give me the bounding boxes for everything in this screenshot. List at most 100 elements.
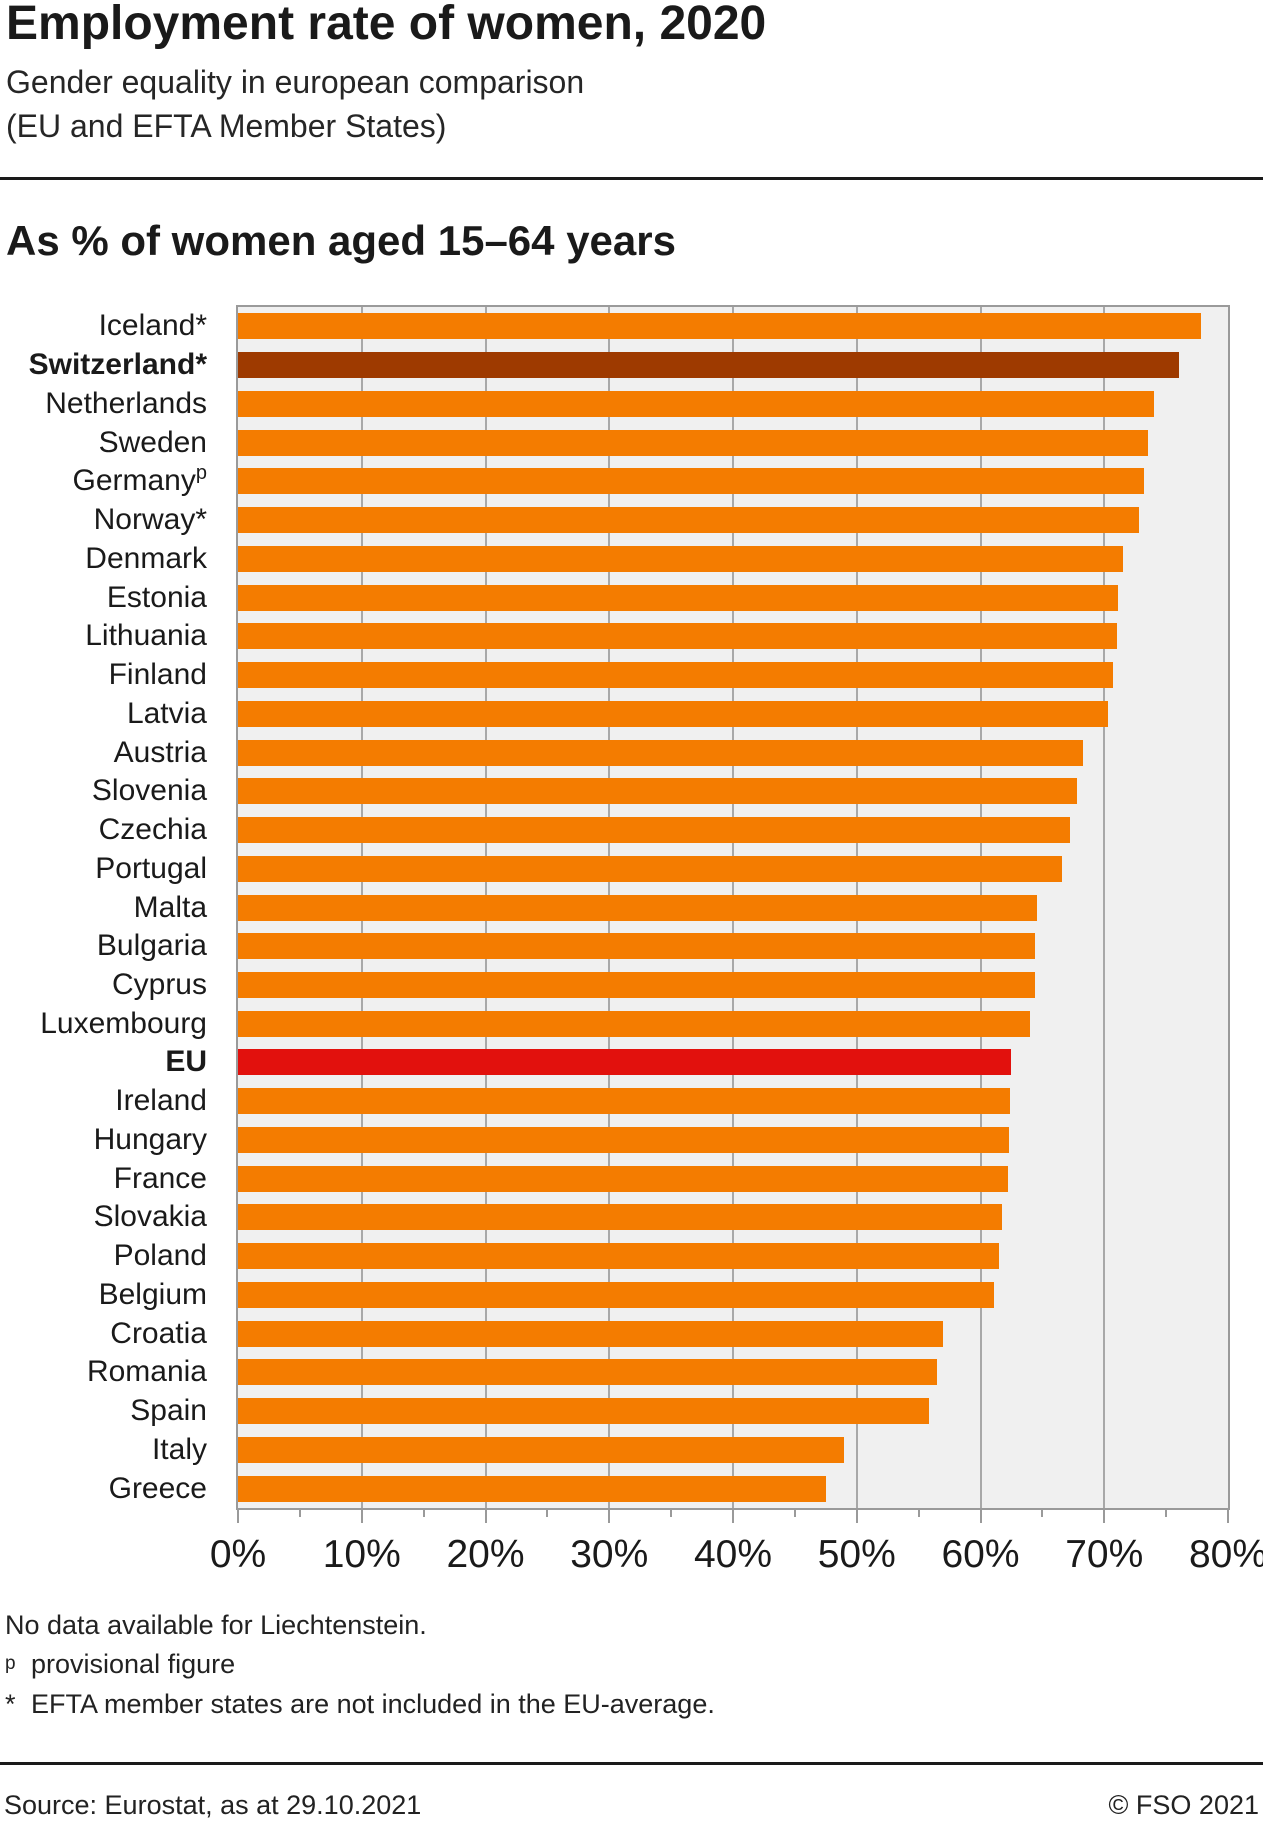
x-axis-tick — [732, 1510, 734, 1523]
country-label-luxembourg: Luxembourg — [40, 1006, 207, 1040]
footer-divider — [0, 1762, 1263, 1765]
bar-hungary — [238, 1126, 1009, 1153]
x-axis-tick — [855, 1510, 858, 1523]
country-label-norway: Norway* — [93, 503, 207, 537]
country-label-netherlands: Netherlands — [45, 386, 207, 420]
x-axis-tick-label: 50% — [817, 1533, 896, 1576]
country-label-romania: Romania — [86, 1355, 207, 1389]
country-label-italy: Italy — [151, 1432, 207, 1466]
bar-eu — [238, 1049, 1012, 1076]
footnote-provisional: p provisional figure — [5, 1647, 235, 1681]
source-row: Source: Eurostat, as at 29.10.2021 © FSO… — [4, 1790, 1259, 1821]
header-divider — [0, 177, 1263, 180]
x-axis-tick-minor — [1041, 1510, 1044, 1517]
x-axis-tick — [1227, 1510, 1229, 1523]
bar-malta — [238, 894, 1038, 921]
bar-slovakia — [238, 1204, 1002, 1231]
subtitle-line-2: (EU and EFTA Member States) — [6, 108, 447, 144]
x-axis-tick-minor — [422, 1510, 425, 1517]
x-axis-tick — [484, 1510, 487, 1523]
bar-france — [238, 1165, 1008, 1192]
gridline — [1103, 307, 1106, 1508]
country-label-sweden: Sweden — [98, 425, 207, 459]
axis-unit-heading: As % of women aged 15–64 years — [6, 217, 676, 264]
country-label-belgium: Belgium — [98, 1277, 207, 1311]
source-text: Source: Eurostat, as at 29.10.2021 — [4, 1790, 422, 1820]
country-label-poland: Poland — [113, 1239, 207, 1273]
bar-czechia — [238, 817, 1070, 844]
provisional-sup: p — [195, 462, 207, 485]
x-axis-tick-minor — [670, 1510, 673, 1517]
country-label-spain: Spain — [130, 1394, 207, 1428]
country-label-switzerland: Switzerland* — [28, 348, 207, 382]
bar-romania — [238, 1359, 938, 1386]
bar-italy — [238, 1436, 845, 1463]
footnote-efta-text: EFTA member states are not included in t… — [31, 1689, 715, 1719]
footnote-efta: * EFTA member states are not included in… — [5, 1687, 715, 1721]
bar-bulgaria — [238, 933, 1035, 960]
country-label-estonia: Estonia — [106, 580, 207, 614]
country-label-czechia: Czechia — [98, 813, 207, 847]
x-axis-tick-label: 60% — [941, 1533, 1020, 1576]
bar-latvia — [238, 700, 1108, 727]
country-label-hungary: Hungary — [93, 1122, 207, 1156]
country-label-eu: EU — [165, 1045, 207, 1079]
x-axis-tick — [608, 1510, 611, 1523]
footnote-marker-p: p — [5, 1653, 16, 1674]
x-axis-tick-label: 10% — [322, 1533, 401, 1576]
country-label-austria: Austria — [113, 735, 207, 769]
x-axis-tick-label: 40% — [693, 1533, 773, 1576]
x-axis-tick-minor — [1165, 1510, 1168, 1517]
x-axis-tick-label: 30% — [570, 1533, 649, 1576]
bar-switzerland — [238, 352, 1179, 379]
x-axis-tick-minor — [298, 1510, 301, 1517]
x-axis-tick-label: 80% — [1188, 1533, 1263, 1576]
copyright-text: © FSO 2021 — [1108, 1790, 1259, 1820]
footnote-liechtenstein: No data available for Liechtenstein. — [5, 1610, 427, 1640]
bar-sweden — [238, 429, 1148, 456]
plot-area — [236, 305, 1230, 1510]
bar-croatia — [238, 1320, 944, 1347]
country-label-finland: Finland — [108, 658, 207, 692]
bar-lithuania — [238, 623, 1117, 650]
x-axis-tick — [1103, 1510, 1106, 1523]
bar-austria — [238, 739, 1084, 766]
chart-subtitle: Gender equality in european comparison (… — [6, 60, 584, 148]
country-label-croatia: Croatia — [110, 1316, 207, 1350]
bar-estonia — [238, 584, 1118, 611]
bar-germany — [238, 468, 1144, 495]
footnote-provisional-text: provisional figure — [31, 1649, 236, 1679]
country-label-slovenia: Slovenia — [91, 774, 207, 808]
bar-poland — [238, 1243, 1000, 1270]
bar-finland — [238, 662, 1113, 689]
country-label-denmark: Denmark — [85, 541, 207, 575]
x-axis-tick — [237, 1510, 239, 1523]
bar-netherlands — [238, 390, 1154, 417]
country-label-germany: Germanyp — [72, 462, 208, 498]
country-label-greece: Greece — [108, 1471, 207, 1505]
country-label-ireland: Ireland — [115, 1084, 207, 1118]
subtitle-line-1: Gender equality in european comparison — [6, 64, 585, 100]
country-label-france: France — [113, 1161, 207, 1195]
x-axis-tick-minor — [546, 1510, 549, 1517]
country-label-bulgaria: Bulgaria — [96, 929, 207, 963]
bar-spain — [238, 1398, 929, 1425]
x-axis-tick — [360, 1510, 363, 1523]
bar-iceland — [238, 313, 1201, 340]
bar-slovenia — [238, 778, 1078, 805]
x-axis-tick-label: 20% — [446, 1533, 525, 1576]
bar-denmark — [238, 545, 1123, 572]
country-label-lithuania: Lithuania — [85, 619, 207, 653]
x-axis-tick-label: 0% — [209, 1533, 267, 1576]
x-axis-tick-label: 70% — [1065, 1533, 1144, 1576]
x-axis-tick — [979, 1510, 982, 1523]
bar-portugal — [238, 855, 1063, 882]
country-label-slovakia: Slovakia — [93, 1200, 207, 1234]
bar-greece — [238, 1475, 826, 1502]
bar-norway — [238, 507, 1139, 534]
country-label-portugal: Portugal — [95, 851, 207, 885]
bar-cyprus — [238, 971, 1035, 998]
country-label-cyprus: Cyprus — [111, 967, 207, 1001]
page-title: Employment rate of women, 2020 — [6, 0, 767, 50]
country-label-malta: Malta — [133, 890, 207, 924]
